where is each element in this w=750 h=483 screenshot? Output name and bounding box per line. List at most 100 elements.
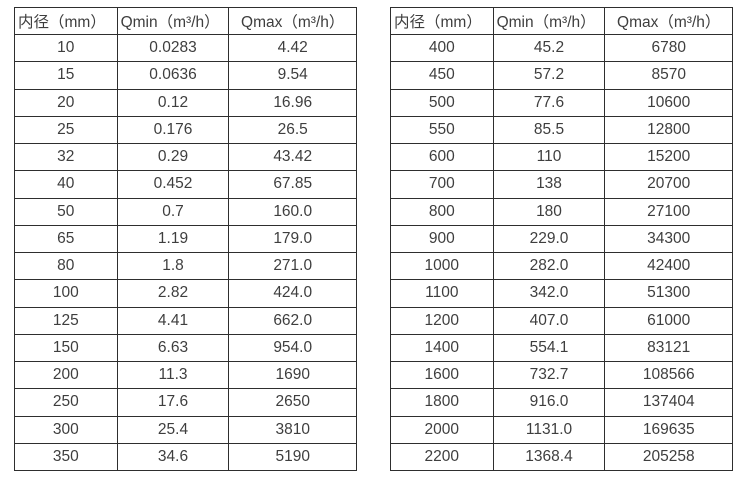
table-cell: 1400 xyxy=(390,333,494,363)
table-cell: 25 xyxy=(14,115,118,145)
table-row: 2000 1131.0 169635 xyxy=(390,415,733,444)
table-row: 100 2.82 424.0 xyxy=(14,279,357,308)
table-cell: 916.0 xyxy=(492,388,606,417)
table-cell: 34.6 xyxy=(116,442,230,472)
table-cell: 0.7 xyxy=(116,197,230,226)
table-cell: 51300 xyxy=(604,279,733,308)
table-cell: 160.0 xyxy=(228,197,357,226)
table-cell: 15200 xyxy=(604,142,733,172)
table-cell: 1600 xyxy=(390,360,494,390)
table-cell: 16.96 xyxy=(228,88,357,117)
table-row: 250 17.6 2650 xyxy=(14,388,357,417)
table-cell: 57.2 xyxy=(492,61,606,90)
table-cell: 110 xyxy=(492,142,606,172)
table-cell: 0.452 xyxy=(116,170,230,199)
column-header-qmin: Qmin（m³/h） xyxy=(116,7,230,35)
table-cell: 80 xyxy=(14,251,118,281)
table-row: 125 4.41 662.0 xyxy=(14,306,357,335)
table-cell: 800 xyxy=(390,197,494,226)
table-cell: 40 xyxy=(14,170,118,199)
flow-table-small-diameters: 内径（mm） Qmin（m³/h） Qmax（m³/h） 10 0.0283 4.4… xyxy=(14,7,357,472)
table-cell: 0.0636 xyxy=(116,61,230,90)
column-header-inner-diameter: 内径（mm） xyxy=(390,7,494,35)
table-cell: 300 xyxy=(14,415,118,444)
table-cell: 1200 xyxy=(390,306,494,335)
table-cell: 200 xyxy=(14,360,118,390)
table-cell: 424.0 xyxy=(228,279,357,308)
table-cell: 20700 xyxy=(604,170,733,199)
table-cell: 20 xyxy=(14,88,118,117)
table-cell: 12800 xyxy=(604,115,733,145)
table-cell: 600 xyxy=(390,142,494,172)
table-row: 200 11.3 1690 xyxy=(14,360,357,390)
column-header-qmax: Qmax（m³/h） xyxy=(604,7,733,35)
table-cell: 450 xyxy=(390,61,494,90)
table-row: 600 110 15200 xyxy=(390,142,733,172)
table-cell: 229.0 xyxy=(492,224,606,254)
table-cell: 407.0 xyxy=(492,306,606,335)
table-row: 20 0.12 16.96 xyxy=(14,88,357,117)
table-cell: 2.82 xyxy=(116,279,230,308)
table-row: 80 1.8 271.0 xyxy=(14,251,357,281)
column-header-qmax: Qmax（m³/h） xyxy=(228,7,357,35)
table-row: 400 45.2 6780 xyxy=(390,33,733,63)
table-cell: 4.41 xyxy=(116,306,230,335)
table-cell: 26.5 xyxy=(228,115,357,145)
flow-rate-tables-container: 内径（mm） Qmin（m³/h） Qmax（m³/h） 10 0.0283 4.4… xyxy=(14,7,733,472)
table-cell: 0.176 xyxy=(116,115,230,145)
table-cell: 271.0 xyxy=(228,251,357,281)
column-header-inner-diameter: 内径（mm） xyxy=(14,7,118,35)
table-cell: 1690 xyxy=(228,360,357,390)
table-cell: 180 xyxy=(492,197,606,226)
table-cell: 10 xyxy=(14,33,118,63)
table-cell: 554.1 xyxy=(492,333,606,363)
table-cell: 108566 xyxy=(604,360,733,390)
table-row: 450 57.2 8570 xyxy=(390,61,733,90)
table-cell: 1.19 xyxy=(116,224,230,254)
table-cell: 179.0 xyxy=(228,224,357,254)
table-row: 1800 916.0 137404 xyxy=(390,388,733,417)
table-cell: 205258 xyxy=(604,442,733,472)
table-cell: 5190 xyxy=(228,442,357,472)
table-cell: 550 xyxy=(390,115,494,145)
table-row: 550 85.5 12800 xyxy=(390,115,733,145)
table-cell: 6780 xyxy=(604,33,733,63)
table-row: 150 6.63 954.0 xyxy=(14,333,357,363)
table-cell: 1368.4 xyxy=(492,442,606,472)
table-cell: 4.42 xyxy=(228,33,357,63)
table-row: 900 229.0 34300 xyxy=(390,224,733,254)
table-row: 300 25.4 3810 xyxy=(14,415,357,444)
table-cell: 900 xyxy=(390,224,494,254)
table-cell: 954.0 xyxy=(228,333,357,363)
table-row: 500 77.6 10600 xyxy=(390,88,733,117)
table-cell: 138 xyxy=(492,170,606,199)
table-cell: 6.63 xyxy=(116,333,230,363)
table-row: 1000 282.0 42400 xyxy=(390,251,733,281)
table-cell: 250 xyxy=(14,388,118,417)
table-cell: 61000 xyxy=(604,306,733,335)
table-row: 15 0.0636 9.54 xyxy=(14,61,357,90)
table-cell: 27100 xyxy=(604,197,733,226)
table-cell: 77.6 xyxy=(492,88,606,117)
table-cell: 1800 xyxy=(390,388,494,417)
table-cell: 732.7 xyxy=(492,360,606,390)
table-cell: 45.2 xyxy=(492,33,606,63)
table-cell: 8570 xyxy=(604,61,733,90)
table-row: 40 0.452 67.85 xyxy=(14,170,357,199)
table-header-row: 内径（mm） Qmin（m³/h） Qmax（m³/h） xyxy=(390,7,733,35)
table-cell: 662.0 xyxy=(228,306,357,335)
table-cell: 11.3 xyxy=(116,360,230,390)
table-row: 350 34.6 5190 xyxy=(14,442,357,472)
table-cell: 700 xyxy=(390,170,494,199)
table-row: 2200 1368.4 205258 xyxy=(390,442,733,472)
table-cell: 282.0 xyxy=(492,251,606,281)
table-cell: 1000 xyxy=(390,251,494,281)
table-cell: 2650 xyxy=(228,388,357,417)
table-cell: 169635 xyxy=(604,415,733,444)
table-cell: 100 xyxy=(14,279,118,308)
table-row: 65 1.19 179.0 xyxy=(14,224,357,254)
table-cell: 342.0 xyxy=(492,279,606,308)
table-row: 10 0.0283 4.42 xyxy=(14,33,357,63)
table-cell: 10600 xyxy=(604,88,733,117)
table-cell: 17.6 xyxy=(116,388,230,417)
